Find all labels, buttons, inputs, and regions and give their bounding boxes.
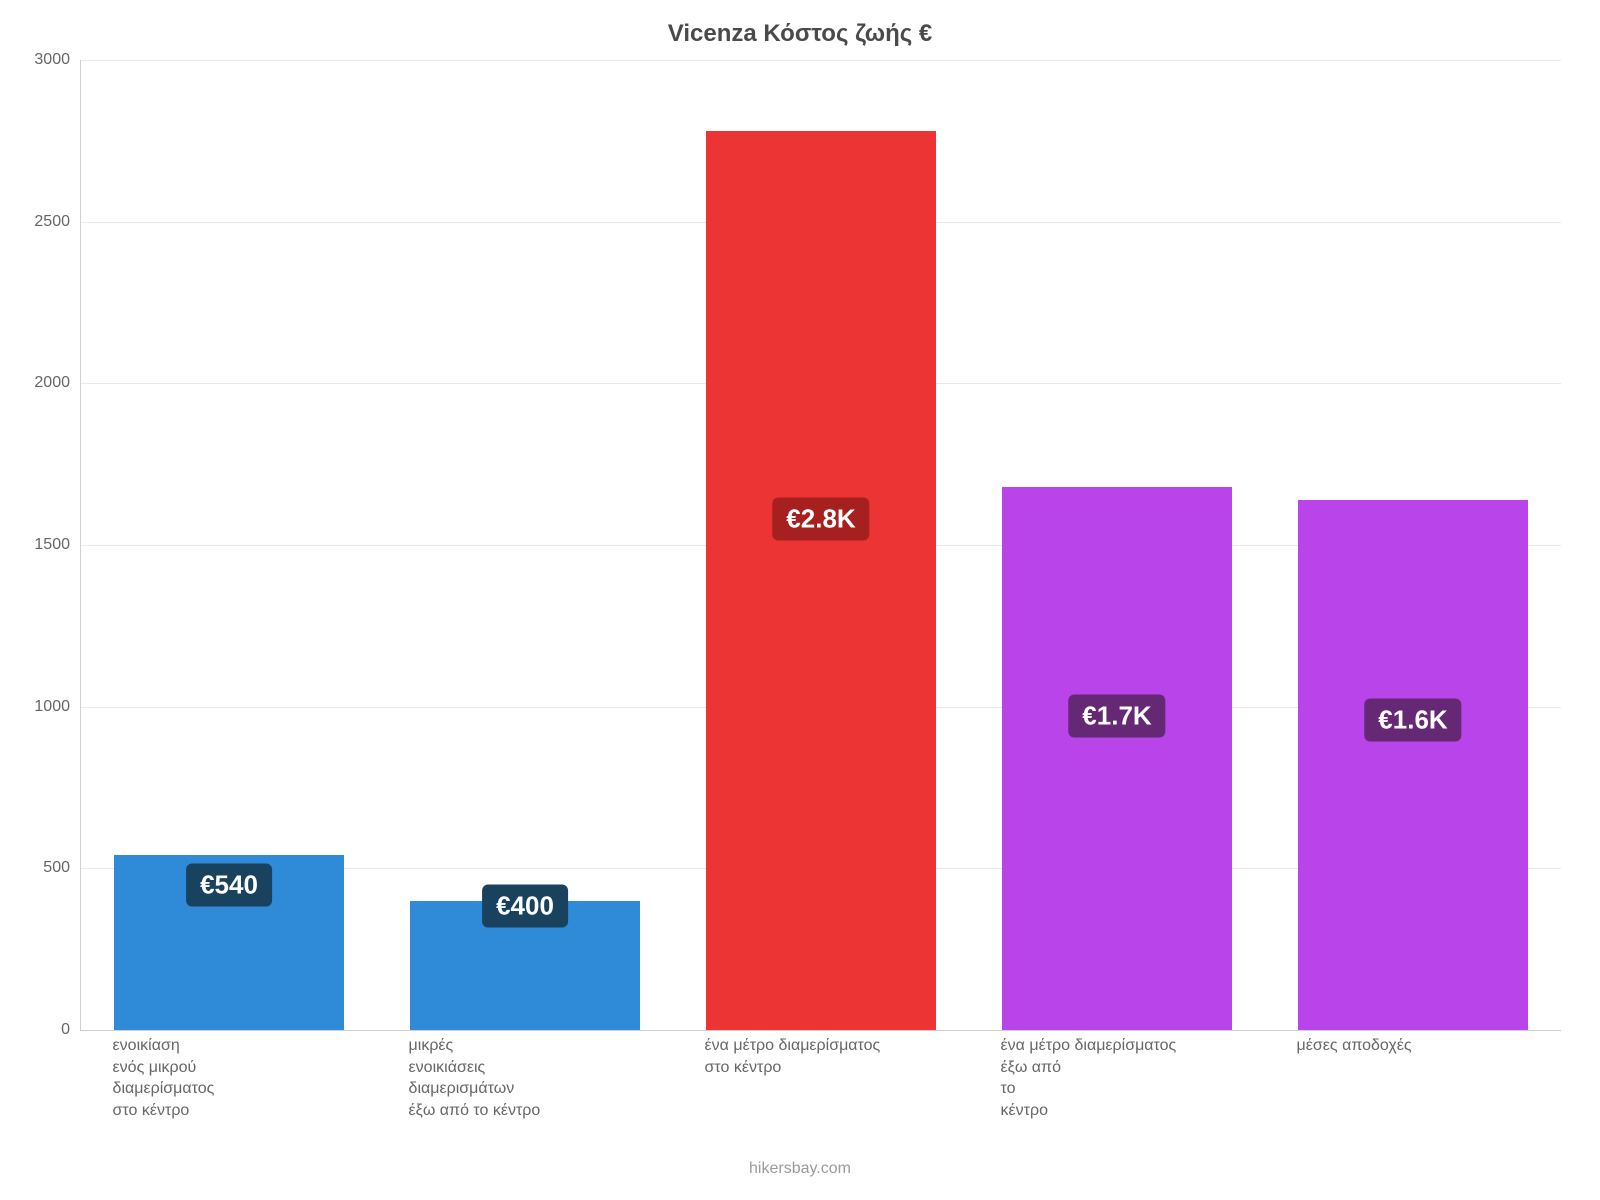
bar (1002, 487, 1233, 1030)
x-tick-label: ενοικίαση ενός μικρού διαμερίσματος στο … (113, 1035, 384, 1121)
bar (706, 131, 937, 1030)
y-tick-label: 500 (0, 859, 70, 877)
bar (1298, 500, 1529, 1030)
chart-title: Vicenza Κόστος ζωής € (0, 20, 1600, 48)
value-badge: €2.8K (772, 498, 869, 541)
value-badge: €1.7K (1068, 695, 1165, 738)
y-tick-label: 1000 (0, 698, 70, 716)
y-tick-label: 0 (0, 1021, 70, 1039)
value-badge: €540 (186, 863, 272, 906)
plot-area: €540 €400 €2.8K €1.7K €1.6K (80, 60, 1561, 1031)
x-tick-label: ένα μέτρο διαμερίσματος έξω από το κέντρ… (1001, 1035, 1272, 1121)
x-tick-label: μικρές ενοικιάσεις διαμερισμάτων έξω από… (409, 1035, 680, 1121)
y-tick-label: 1500 (0, 536, 70, 554)
value-badge: €1.6K (1364, 698, 1461, 741)
y-tick-label: 2000 (0, 374, 70, 392)
grid-line (81, 60, 1561, 61)
x-tick-label: μέσες αποδοχές (1297, 1035, 1568, 1057)
footer-credit: hikersbay.com (0, 1160, 1600, 1178)
x-tick-label: ένα μέτρο διαμερίσματος στο κέντρο (705, 1035, 976, 1078)
y-tick-label: 2500 (0, 213, 70, 231)
value-badge: €400 (482, 884, 568, 927)
chart-container: Vicenza Κόστος ζωής € €540 €400 €2.8K €1.7K… (0, 0, 1600, 1200)
y-tick-label: 3000 (0, 51, 70, 69)
